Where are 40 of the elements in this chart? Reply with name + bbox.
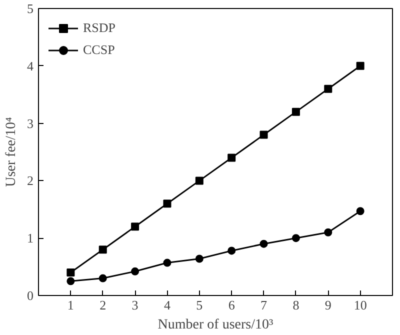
point <box>66 277 75 286</box>
x-tick-label: 10 <box>354 298 367 312</box>
legend-label: CCSP <box>83 42 115 58</box>
y-tick-label: 1 <box>27 230 34 246</box>
x-tick-label: 1 <box>67 298 74 312</box>
x-tick-label: 2 <box>100 298 106 312</box>
point <box>292 234 300 242</box>
x-tick-label: 5 <box>196 298 203 312</box>
y-tick-label: 0 <box>27 288 34 303</box>
point <box>195 254 204 263</box>
x-tick-label: 4 <box>164 298 171 312</box>
point <box>163 258 172 267</box>
y-axis-title: User fee/10⁴ <box>4 116 19 187</box>
y-tick-label: 4 <box>27 58 34 74</box>
point <box>260 130 268 139</box>
point <box>98 246 107 254</box>
point <box>228 154 236 162</box>
point <box>228 246 236 255</box>
point <box>98 274 107 282</box>
y-tick-label: 2 <box>27 173 34 188</box>
point <box>66 268 75 277</box>
point <box>195 176 204 185</box>
point <box>324 84 332 93</box>
point <box>260 240 268 248</box>
x-tick-label: 6 <box>228 298 236 312</box>
x-tick-label: 3 <box>132 298 138 312</box>
point <box>324 228 332 236</box>
y-tick-label: 5 <box>27 1 34 16</box>
point <box>356 207 364 216</box>
y-tick-label: 3 <box>27 116 34 131</box>
point <box>356 62 364 70</box>
x-tick-label: 8 <box>292 298 300 312</box>
point <box>131 222 140 231</box>
legend-label: RSDP <box>83 20 116 36</box>
x-tick-label: 9 <box>324 298 332 312</box>
point <box>163 200 172 208</box>
x-tick-label: 7 <box>260 298 268 312</box>
point <box>292 108 300 116</box>
x-axis-title: Number of users/10³ <box>158 318 274 332</box>
point <box>131 267 140 276</box>
